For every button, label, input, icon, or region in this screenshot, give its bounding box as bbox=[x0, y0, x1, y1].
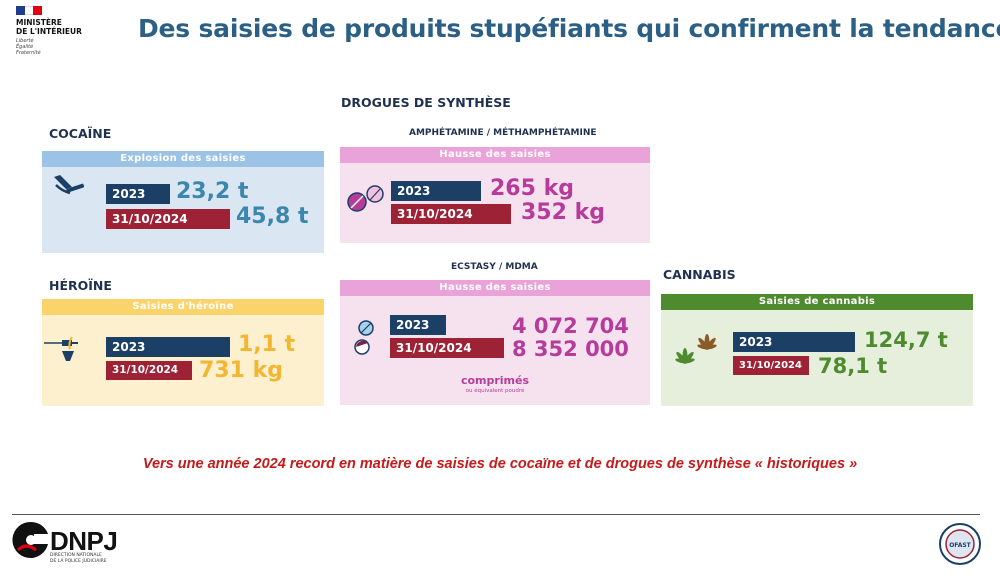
cocaine-year2: 31/10/2024 bbox=[106, 209, 230, 229]
cannabis-value2: 78,1 t bbox=[818, 354, 888, 378]
cocaine-banner: Explosion des saisies bbox=[42, 151, 324, 167]
cocaine-icon bbox=[54, 175, 85, 195]
amphet-label: AMPHÉTAMINE / MÉTHAMPHÉTAMINE bbox=[409, 128, 597, 138]
french-flag-icon bbox=[16, 6, 43, 15]
ministry-motto1: Liberté bbox=[16, 38, 34, 44]
heroine-value1: 1,1 t bbox=[238, 332, 296, 357]
ecstasy-value2: 8 352 000 bbox=[512, 337, 629, 361]
page-title: Des saisies de produits stupéfiants qui … bbox=[138, 14, 1000, 43]
cannabis-value1: 124,7 t bbox=[864, 328, 948, 352]
conclusion-text: Vers une année 2024 record en matière de… bbox=[142, 456, 858, 472]
dnpj-subtitle-line2: DE LA POLICE JUDICIAIRE bbox=[50, 558, 107, 564]
ofast-seal-icon: OFAST bbox=[939, 523, 981, 565]
dnpj-wordmark: DNPJ bbox=[50, 526, 118, 556]
ministry-line1: MINISTÈRE bbox=[16, 18, 62, 27]
ecstasy-pills-icon bbox=[354, 320, 374, 355]
cannabis-leaf-icon bbox=[675, 334, 717, 364]
synth-section-title: DROGUES DE SYNTHÈSE bbox=[341, 95, 511, 110]
dnpj-subtitle-line1: DIRECTION NATIONALE bbox=[50, 553, 102, 558]
dnpj-logo-icon bbox=[12, 521, 48, 558]
heroine-year1: 2023 bbox=[106, 337, 230, 357]
ecstasy-value1: 4 072 704 bbox=[512, 314, 629, 338]
cannabis-year1: 2023 bbox=[733, 332, 855, 352]
ecstasy-unit-note: ou équivalent poudre bbox=[465, 388, 525, 394]
cocaine-panel: Explosion des saisies 2023 23,2 t 31/10/… bbox=[42, 151, 324, 253]
amphet-banner: Hausse des saisies bbox=[340, 147, 650, 163]
cocaine-label: COCAÏNE bbox=[49, 126, 112, 141]
ministry-motto2: Égalité bbox=[16, 44, 34, 50]
dnpj-subtitle: DIRECTION NATIONALE DE LA POLICE JUDICIA… bbox=[50, 553, 107, 564]
heroine-label: HÉROÏNE bbox=[49, 278, 112, 293]
cannabis-label: CANNABIS bbox=[663, 267, 736, 282]
cannabis-panel: Saisies de cannabis 2023 124,7 t 31/10/2… bbox=[661, 294, 973, 406]
syringe-icon bbox=[44, 336, 78, 361]
heroine-panel: Saisies d'héroïne 2023 1,1 t 31/10/2024 … bbox=[42, 299, 324, 406]
cocaine-value2: 45,8 t bbox=[236, 204, 309, 229]
ecstasy-label: ECSTASY / MDMA bbox=[451, 262, 538, 272]
cocaine-value1: 23,2 t bbox=[176, 179, 249, 204]
ministry-logo: MINISTÈRE DE L'INTÉRIEUR Liberté Égalité… bbox=[16, 6, 126, 56]
amphet-year2: 31/10/2024 bbox=[391, 204, 511, 224]
heroine-year2: 31/10/2024 bbox=[106, 361, 192, 380]
ecstasy-year2: 31/10/2024 bbox=[390, 338, 504, 358]
ministry-line2: DE L'INTÉRIEUR bbox=[16, 27, 82, 36]
amphet-year1: 2023 bbox=[391, 181, 481, 201]
cannabis-banner: Saisies de cannabis bbox=[661, 294, 973, 310]
amphet-value2: 352 kg bbox=[521, 200, 605, 225]
heroine-banner: Saisies d'héroïne bbox=[42, 299, 324, 315]
ecstasy-year1: 2023 bbox=[390, 315, 446, 335]
amphet-value1: 265 kg bbox=[490, 176, 574, 201]
ofast-seal-text: OFAST bbox=[949, 542, 971, 549]
ecstasy-banner: Hausse des saisies bbox=[340, 280, 650, 296]
ecstasy-panel: Hausse des saisies 2023 4 072 704 31/10/… bbox=[340, 280, 650, 405]
amphet-panel: Hausse des saisies 2023 265 kg 31/10/202… bbox=[340, 147, 650, 243]
cocaine-year1: 2023 bbox=[106, 184, 170, 204]
pills-icon bbox=[347, 185, 384, 212]
cannabis-year2: 31/10/2024 bbox=[733, 356, 809, 375]
ecstasy-unit: comprimés bbox=[460, 374, 530, 387]
heroine-value2: 731 kg bbox=[199, 358, 283, 383]
footer-divider bbox=[12, 514, 980, 515]
ministry-motto3: Fraternité bbox=[16, 50, 41, 56]
